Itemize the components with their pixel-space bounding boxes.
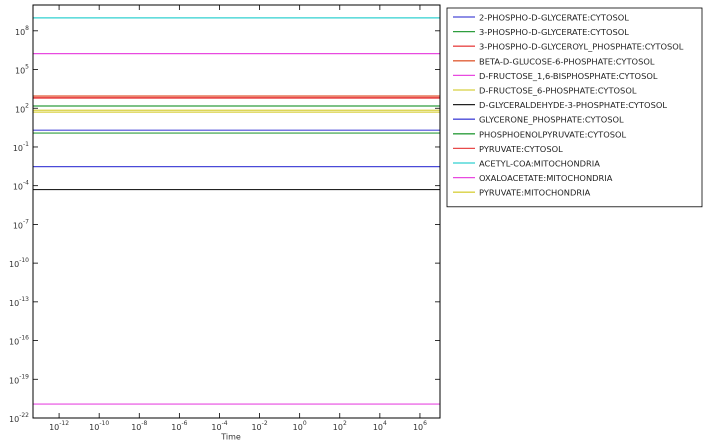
x-tick-label: 10-12 <box>49 420 69 432</box>
x-tick-label: 10-2 <box>251 420 267 432</box>
x-tick-label: 102 <box>333 420 347 432</box>
x-tick-label: 106 <box>413 420 427 432</box>
legend-label: BETA-D-GLUCOSE-6-PHOSPHATE:CYTOSOL <box>479 56 655 66</box>
y-tick-label: 105 <box>15 63 29 75</box>
legend-label: OXALOACETATE:MITOCHONDRIA <box>479 173 613 183</box>
legend-box <box>446 7 703 208</box>
legend-label: 3-PHOSPHO-D-GLYCERATE:CYTOSOL <box>479 27 629 37</box>
y-tick-label: 10-19 <box>9 373 29 385</box>
plot-frame <box>32 4 441 419</box>
x-tick-label: 10-8 <box>131 420 147 432</box>
legend-label: PYRUVATE:CYTOSOL <box>479 144 563 154</box>
legend-label: D-FRUCTOSE_1,6-BISPHOSPHATE:CYTOSOL <box>479 71 658 81</box>
y-tick-label: 10-4 <box>13 179 29 191</box>
x-axis-label: Time <box>220 433 241 442</box>
y-tick-label: 10-1 <box>13 140 29 152</box>
legend-label: 2-PHOSPHO-D-GLYCERATE:CYTOSOL <box>479 13 629 23</box>
legend-label: PHOSPHOENOLPYRUVATE:CYTOSOL <box>479 129 627 139</box>
x-tick-label: 10-6 <box>171 420 187 432</box>
legend-label: D-FRUCTOSE_6-PHOSPHATE:CYTOSOL <box>479 86 637 96</box>
legend-label: D-GLYCERALDEHYDE-3-PHOSPHATE:CYTOSOL <box>479 100 667 110</box>
y-tick-label: 108 <box>15 24 29 36</box>
legend-label: ACETYL-COA:MITOCHONDRIA <box>479 159 600 169</box>
y-tick-label: 10-10 <box>9 257 29 269</box>
y-tick-label: 10-16 <box>9 334 29 346</box>
x-tick-label: 10-10 <box>89 420 109 432</box>
y-tick-label: 10-22 <box>9 412 29 424</box>
legend-label: PYRUVATE:MITOCHONDRIA <box>479 188 591 198</box>
y-tick-label: 10-7 <box>13 218 29 230</box>
legend-label: 3-PHOSPHO-D-GLYCEROYL_PHOSPHATE:CYTOSOL <box>479 42 684 52</box>
x-tick-label: 100 <box>293 420 307 432</box>
y-tick-label: 102 <box>15 102 29 114</box>
y-tick-label: 10-13 <box>9 295 29 307</box>
x-tick-label: 10-4 <box>211 420 227 432</box>
x-tick-label: 104 <box>373 420 387 432</box>
legend-label: GLYCERONE_PHOSPHATE:CYTOSOL <box>479 115 624 125</box>
